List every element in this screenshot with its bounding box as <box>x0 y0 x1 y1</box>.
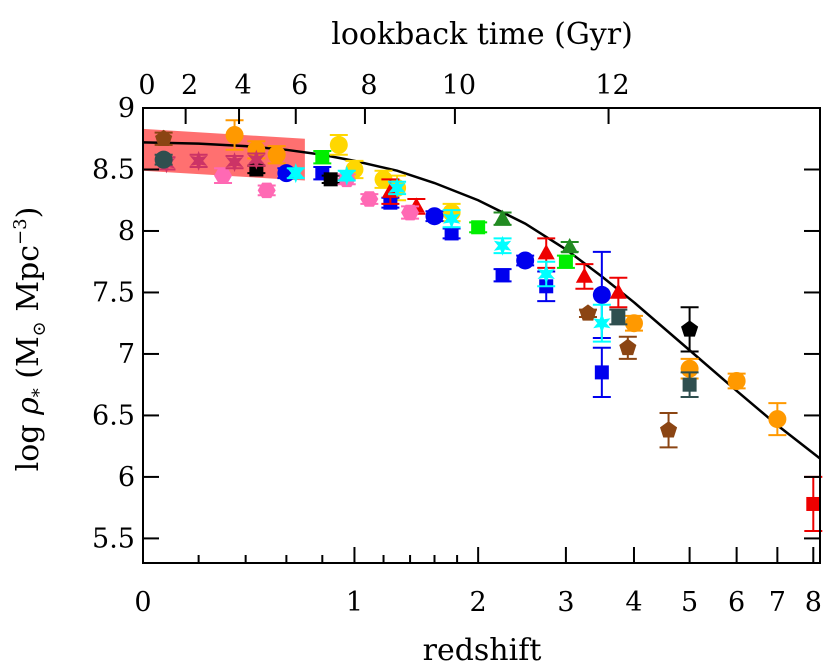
x-tick-label: 3 <box>557 587 574 618</box>
data-point <box>493 235 512 256</box>
data-point <box>806 496 821 511</box>
data-point <box>425 207 444 226</box>
data-point <box>537 244 555 260</box>
data-point <box>323 172 338 187</box>
data-point <box>315 150 330 165</box>
data-point <box>609 283 627 299</box>
data-point <box>442 208 461 229</box>
y-tick-label: 8 <box>118 216 135 247</box>
x-tick-label: 2 <box>470 587 487 618</box>
data-point <box>727 372 746 390</box>
data-point <box>214 167 233 184</box>
top-tick-label: 0 <box>138 70 155 101</box>
data-point <box>257 182 276 199</box>
data-point <box>561 237 579 254</box>
data-point <box>681 320 699 337</box>
data-point <box>768 410 787 429</box>
data-point <box>494 209 512 225</box>
y-tick-label: 8.5 <box>92 154 135 185</box>
data-point <box>592 285 611 304</box>
top-tick-label: 12 <box>595 70 629 101</box>
data-point <box>401 204 420 221</box>
data-point <box>575 267 593 283</box>
plot-area: 5.566.577.588.590 1 2 3 4 5 6 7 80 2 4 6 8 10 12 <box>92 70 823 618</box>
y-tick-label: 9 <box>118 93 135 124</box>
x-axis-title: redshift <box>423 633 542 668</box>
y-tick-label: 5.5 <box>92 523 135 554</box>
data-point <box>579 304 597 321</box>
data-point <box>594 365 609 380</box>
data-point <box>155 129 173 147</box>
x-tick-label: 0 <box>134 587 151 618</box>
data-point <box>471 220 486 235</box>
data-point <box>388 177 406 198</box>
y-tick-label: 7.5 <box>92 277 135 308</box>
x-tick-label: 8 <box>805 587 822 618</box>
data-point <box>329 135 348 154</box>
y-tick-label: 7 <box>118 339 135 370</box>
data-point <box>267 145 286 164</box>
series-4 <box>277 167 611 339</box>
x-tick-label: 6 <box>728 587 745 618</box>
data-point <box>247 149 266 170</box>
y-tick-label: 6.5 <box>92 400 135 431</box>
top-axis-title: lookback time (Gyr) <box>331 17 633 52</box>
data-point <box>682 377 697 392</box>
data-point <box>516 251 535 270</box>
data-point <box>611 310 626 325</box>
data-point <box>189 150 208 171</box>
x-tick-label: 4 <box>625 587 642 618</box>
series-3 <box>313 166 611 398</box>
plot-frame <box>142 107 821 564</box>
data-point <box>495 268 510 283</box>
x-tick-label: 7 <box>769 587 786 618</box>
top-tick-label: 2 <box>181 70 198 101</box>
data-point <box>154 150 173 169</box>
data-point <box>624 314 643 333</box>
top-tick-label: 6 <box>291 70 308 101</box>
y-tick-label: 6 <box>118 462 135 493</box>
data-point <box>225 126 244 145</box>
data-point <box>338 165 356 186</box>
data-point <box>537 264 555 285</box>
data-point <box>593 313 611 334</box>
y-axis-title: log ρ* (M⊙ Mpc−3) <box>10 207 50 472</box>
data-point <box>444 226 459 241</box>
data-point <box>619 338 637 356</box>
top-tick-label: 4 <box>234 70 251 101</box>
x-tick-label: 1 <box>346 587 363 618</box>
data-point <box>659 421 678 438</box>
model-curve <box>142 141 821 460</box>
data-point <box>287 163 305 184</box>
x-tick-label: 5 <box>681 587 698 618</box>
top-tick-label: 8 <box>360 70 377 101</box>
data-point <box>558 254 573 269</box>
data-point <box>360 191 379 207</box>
top-tick-label: 10 <box>442 70 476 101</box>
data-point <box>225 152 244 173</box>
